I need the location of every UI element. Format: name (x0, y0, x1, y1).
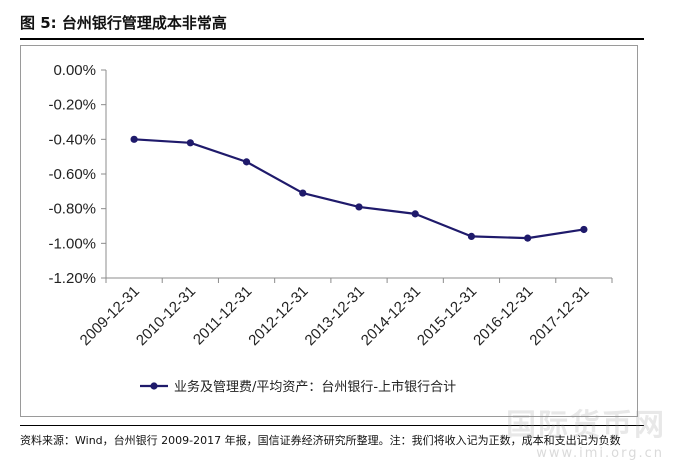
series-layer (130, 135, 588, 242)
data-point (355, 203, 363, 211)
x-tick-label: 2009-12-31 (77, 283, 143, 349)
data-point (467, 232, 476, 240)
data-point (299, 189, 307, 197)
x-tick-label: 2012-12-31 (245, 283, 311, 349)
watermark-logo: 国际货币网 (506, 408, 666, 443)
y-tick-label: -0.20% (48, 97, 96, 114)
source-note: 资料来源：Wind，台州银行 2009-2017 年报，国信证券经济研究所整理。… (20, 434, 621, 447)
legend-marker (150, 382, 158, 390)
figure-title: 图 5: 台州银行管理成本非常高 (20, 14, 227, 32)
data-point (580, 225, 588, 234)
x-tick-label: 2017-12-31 (526, 283, 592, 349)
data-point (130, 135, 138, 143)
watermark-url: www.imi.org.cn (536, 446, 664, 461)
y-tick-label: -0.40% (48, 131, 96, 148)
chart-frame (20, 45, 638, 417)
y-tick-label: -1.20% (48, 270, 96, 287)
title-rule (20, 38, 644, 40)
data-point (186, 139, 194, 147)
y-tick-label: -0.80% (48, 201, 96, 218)
legend-label: 业务及管理费/平均资产：台州银行-上市银行合计 (174, 379, 456, 395)
source-rule (20, 425, 644, 426)
x-tick-label: 2014-12-31 (358, 283, 424, 349)
data-point (524, 234, 532, 242)
data-point (411, 210, 419, 218)
y-tick-label: -1.00% (48, 235, 96, 252)
legend: 业务及管理费/平均资产：台州银行-上市银行合计 (140, 379, 456, 395)
y-tick-label: 0.00% (53, 62, 96, 79)
line-chart: 0.00% -0.20% -0.40% -0.60% -0.80% -1.00% -1.20… (48, 62, 613, 395)
y-tick-label: -0.60% (48, 166, 96, 183)
x-tick-label: 2015-12-31 (414, 283, 480, 349)
x-tick-label: 2016-12-31 (470, 283, 536, 349)
x-tick-label: 2010-12-31 (133, 283, 199, 349)
series-line (134, 138, 585, 240)
axes: 0.00% -0.20% -0.40% -0.60% -0.80% -1.00% -1.20… (48, 62, 613, 349)
data-point (242, 158, 251, 166)
x-tick-label: 2013-12-31 (302, 283, 368, 349)
